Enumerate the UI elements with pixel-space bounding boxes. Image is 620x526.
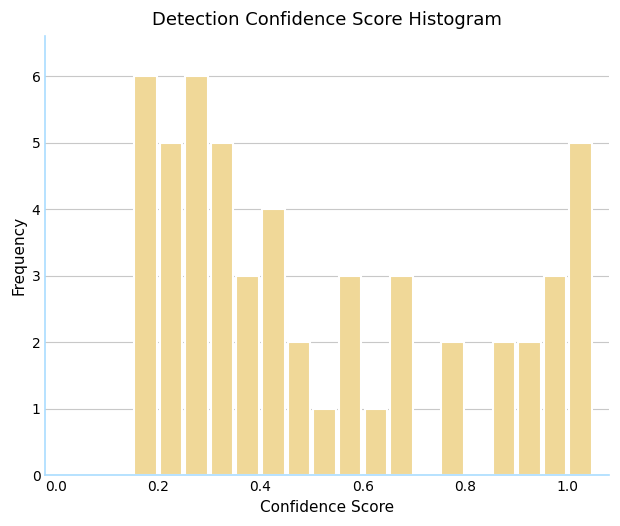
Bar — [313, 409, 336, 476]
Bar — [544, 276, 567, 476]
Bar — [441, 342, 464, 476]
Bar — [518, 342, 541, 476]
Title: Detection Confidence Score Histogram: Detection Confidence Score Histogram — [152, 11, 502, 29]
Bar — [236, 276, 259, 476]
Bar — [569, 143, 592, 476]
Bar — [390, 276, 413, 476]
Bar — [185, 76, 208, 476]
Bar — [262, 209, 285, 476]
Bar — [211, 143, 233, 476]
X-axis label: Confidence Score: Confidence Score — [260, 500, 394, 515]
Bar — [134, 76, 157, 476]
Bar — [365, 409, 387, 476]
Y-axis label: Frequency: Frequency — [11, 216, 26, 296]
Bar — [493, 342, 515, 476]
Bar — [288, 342, 310, 476]
Bar — [339, 276, 361, 476]
Bar — [159, 143, 182, 476]
